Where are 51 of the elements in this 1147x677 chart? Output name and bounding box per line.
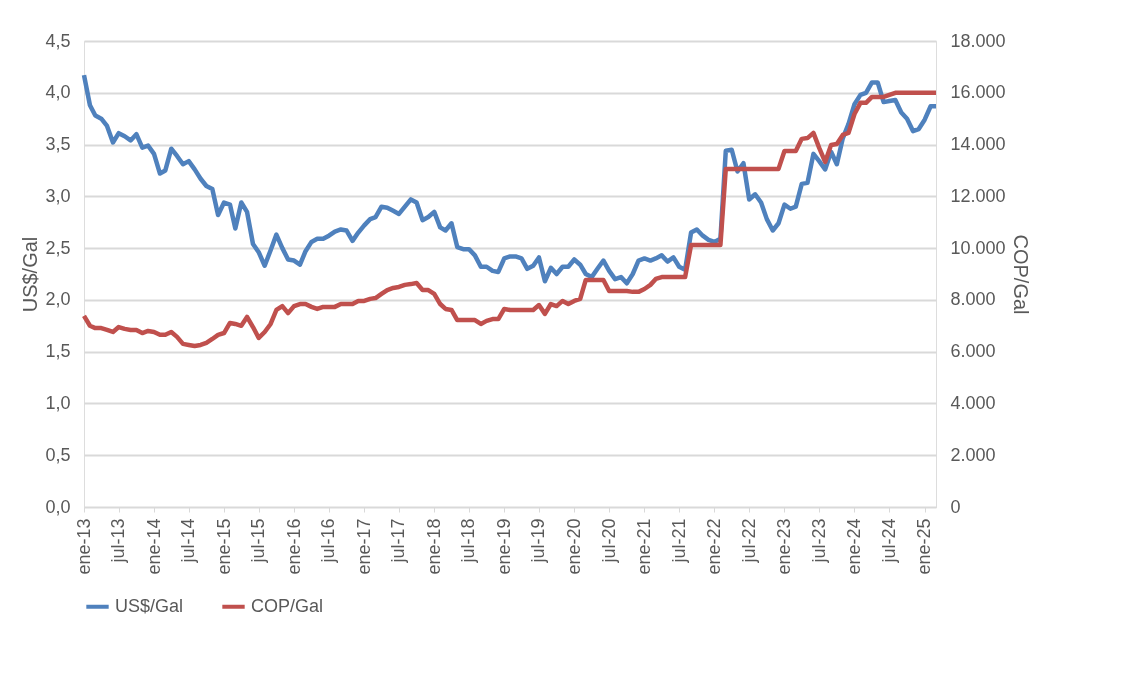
x-tick-label: jul-13 [108,518,129,564]
x-tick-label: jul-24 [878,518,899,564]
line-series [81,90,939,349]
y2-tick-label: 12.000 [950,185,1006,206]
y-tick-label: 4,5 [45,30,71,51]
line-series [81,72,939,286]
x-tick-label: ene-22 [703,518,724,575]
y2-tick-label: 14.000 [950,134,1006,155]
x-tick-label: jul-19 [528,518,549,564]
x-tick-label: ene-13 [73,518,94,575]
x-tick-label: ene-16 [283,518,304,575]
y-tick-label: 1,5 [45,341,71,362]
x-tick-label: ene-20 [563,518,584,575]
y2-tick-label: 18.000 [950,30,1006,51]
x-tick-label: jul-23 [808,518,829,564]
y-tick-label: 2,5 [45,237,71,258]
x-tick-label: ene-23 [773,518,794,575]
x-tick-label: ene-17 [353,518,374,575]
x-tick-label: jul-14 [178,518,199,564]
x-tick-label: jul-18 [458,518,479,564]
x-tick-label: ene-19 [493,518,514,575]
y-tick-label: 3,5 [45,134,71,155]
y2-tick-label: 0 [950,496,961,517]
y-tick-label: 2,0 [45,289,71,310]
y2-tick-label: 10.000 [950,237,1006,258]
legend-label: COP/Gal [251,595,324,616]
x-tick-label: jul-22 [738,518,759,564]
y2-tick-label: 6.000 [950,341,996,362]
y-axis-title: US$/Gal [19,236,42,313]
y2-tick-label: 2.000 [950,444,996,465]
x-tick-label: jul-21 [668,518,689,564]
x-tick-label: jul-17 [388,518,409,564]
y-tick-label: 3,0 [45,185,71,206]
x-tick-label: ene-24 [843,518,864,575]
x-tick-label: ene-21 [633,518,654,575]
y-tick-label: 4,0 [45,82,71,103]
x-tick-label: jul-15 [248,518,269,564]
y2-tick-label: 4.000 [950,392,996,413]
legend-label: US$/Gal [115,595,184,616]
y-tick-label: 0,0 [45,496,71,517]
x-tick-label: ene-15 [213,518,234,575]
y2-tick-label: 8.000 [950,289,996,310]
x-tick-label: jul-20 [598,518,619,564]
x-tick-label: ene-14 [143,518,164,575]
y2-tick-label: 16.000 [950,82,1006,103]
x-tick-label: jul-16 [318,518,339,564]
y-tick-label: 0,5 [45,444,71,465]
y-tick-label: 1,0 [45,392,71,413]
x-tick-label: ene-18 [423,518,444,575]
x-tick-label: ene-25 [914,518,935,575]
y2-axis-title: COP/Gal [1009,234,1032,315]
